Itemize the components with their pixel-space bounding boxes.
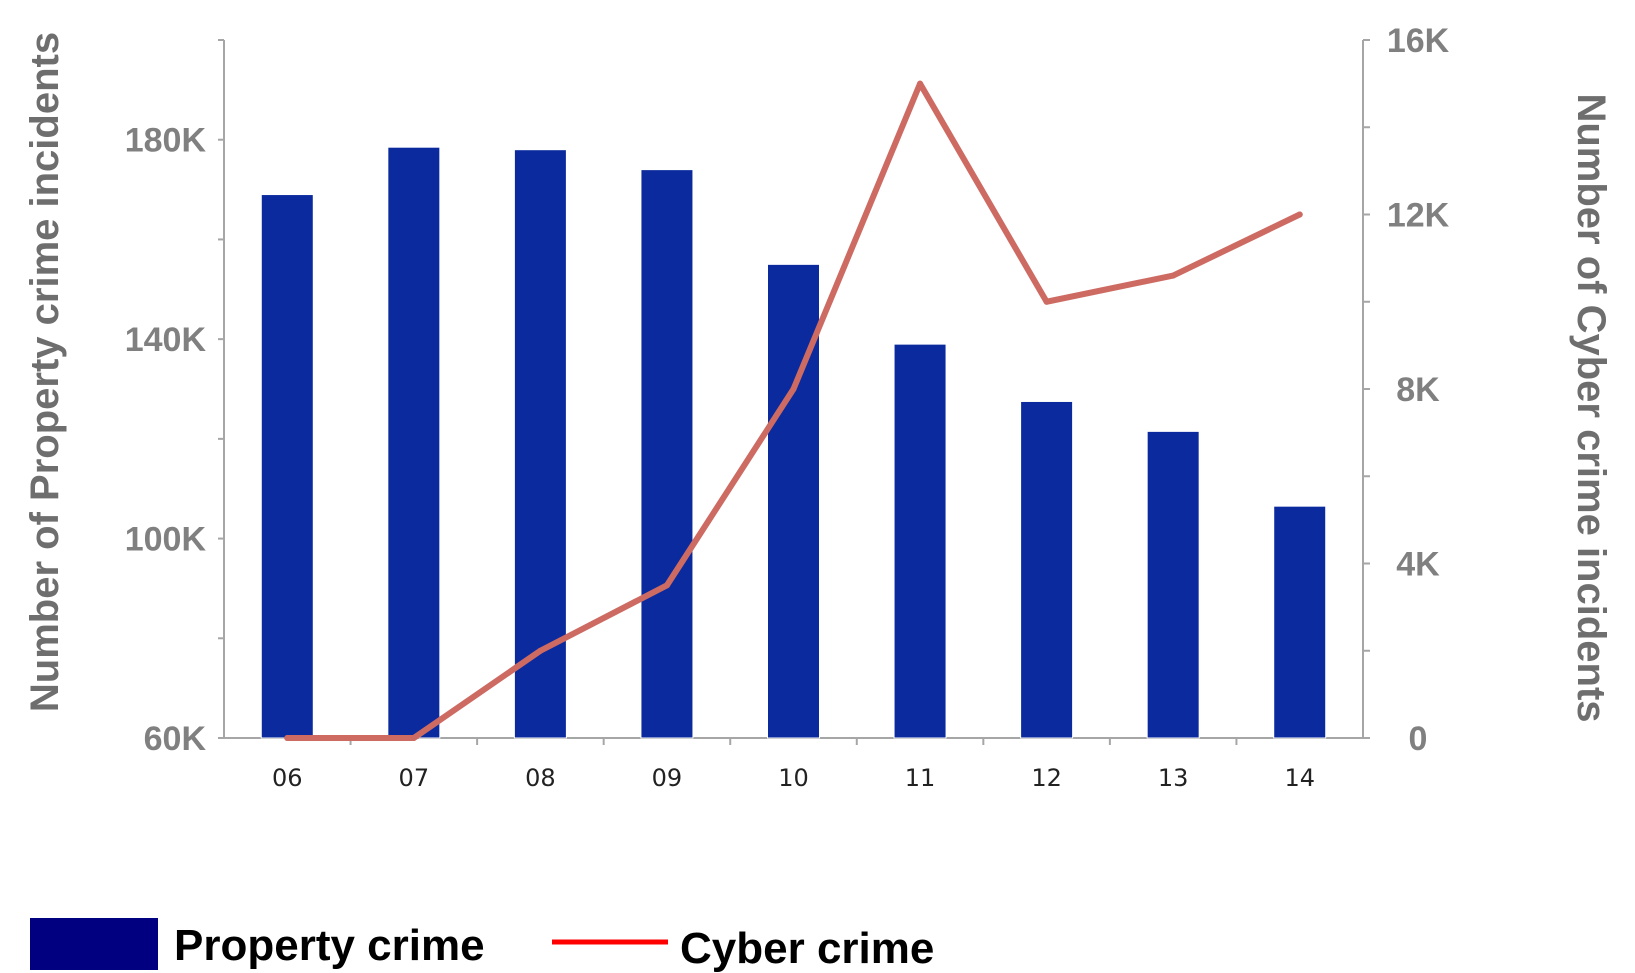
point-cyber-crime-14 [1296, 211, 1303, 218]
x-tick-label: 11 [905, 764, 936, 792]
x-tick-label: 12 [1031, 764, 1062, 792]
bar-property-crime-14 [1273, 505, 1327, 739]
left-axis-title: Number of Property crime incidents [23, 32, 67, 712]
point-cyber-crime-07 [410, 735, 417, 741]
left-tick-label: 60K [144, 720, 207, 758]
right-axis-labels: 0 4K 8K 12K 16K [1387, 22, 1450, 758]
bar-property-crime-10 [767, 263, 820, 739]
point-cyber-crime-06 [284, 735, 291, 741]
bar-series [260, 146, 1327, 739]
x-tick-label: 07 [399, 764, 430, 792]
right-axis-title: Number of Cyber crime incidents [1569, 93, 1613, 722]
right-tick-label: 0 [1409, 720, 1428, 758]
right-tick-label: 8K [1396, 371, 1440, 409]
point-cyber-crime-08 [537, 647, 544, 654]
bar-property-crime-07 [387, 146, 441, 739]
x-tick-label: 10 [778, 764, 809, 792]
x-tick-label: 13 [1158, 764, 1189, 792]
bar-property-crime-09 [640, 169, 694, 739]
bar-property-crime-12 [1020, 400, 1074, 739]
x-tick-label: 06 [272, 764, 303, 792]
legend-swatch-property-crime [30, 918, 158, 970]
right-tick-label: 4K [1396, 546, 1440, 584]
point-cyber-crime-13 [1170, 272, 1177, 279]
point-cyber-crime-12 [1043, 298, 1050, 305]
point-cyber-crime-11 [917, 80, 924, 87]
x-tick-label: 09 [652, 764, 683, 792]
x-axis-labels: 06 07 08 09 10 11 12 13 14 [272, 764, 1315, 792]
left-tick-label: 100K [125, 521, 207, 559]
right-tick-label: 12K [1387, 197, 1450, 235]
point-cyber-crime-09 [663, 582, 670, 589]
bar-property-crime-11 [893, 343, 947, 739]
line-series [284, 80, 1303, 741]
right-tick-label: 16K [1387, 22, 1450, 60]
left-axis-labels: 60K 100K 140K 180K [125, 122, 207, 758]
legend-label-cyber-crime: Cyber crime [680, 924, 934, 973]
x-tick-label: 08 [525, 764, 556, 792]
legend: Property crime Cyber crime [30, 918, 934, 973]
left-tick-label: 140K [125, 321, 207, 359]
bar-property-crime-13 [1146, 430, 1200, 739]
point-cyber-crime-10 [790, 386, 797, 392]
x-tick-label: 14 [1284, 764, 1315, 792]
bar-property-crime-06 [260, 194, 314, 739]
left-tick-label: 180K [125, 122, 207, 160]
legend-label-property-crime: Property crime [174, 921, 485, 970]
